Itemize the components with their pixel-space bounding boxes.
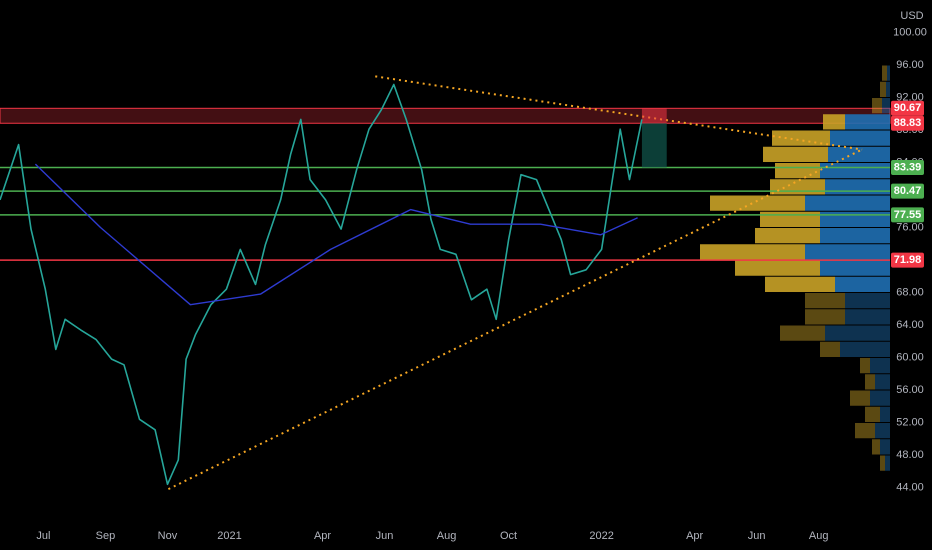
x-tick-label: Aug	[809, 530, 829, 542]
profile-down	[875, 374, 890, 390]
profile-down	[805, 244, 890, 260]
position-risk	[641, 108, 667, 124]
profile-down	[887, 65, 890, 81]
x-tick-label: Apr	[314, 530, 331, 542]
price-badge	[891, 159, 924, 175]
profile-down	[820, 211, 890, 227]
profile-up	[765, 276, 835, 292]
price-line	[0, 83, 643, 486]
profile-down	[820, 163, 890, 179]
resistance-zone	[0, 107, 891, 124]
profile-up	[872, 439, 880, 455]
price-badge	[891, 207, 924, 223]
profile-down	[828, 146, 890, 162]
price-badge-label: 71.98	[894, 254, 922, 266]
profile-up	[865, 406, 880, 422]
profile-down	[820, 228, 890, 244]
y-tick-label: 76.00	[896, 221, 924, 233]
profile-up	[820, 341, 840, 357]
price-badge-label: 83.39	[894, 161, 922, 173]
x-tick-label: Jun	[748, 530, 766, 542]
y-tick-label: 44.00	[896, 481, 924, 493]
x-tick-label: 2021	[217, 530, 241, 542]
price-badge-label: 90.67	[894, 102, 922, 114]
profile-up	[755, 228, 820, 244]
price-badge-label: 88.83	[894, 117, 922, 129]
profile-down	[870, 358, 890, 374]
profile-up	[700, 244, 805, 260]
profile-down	[825, 179, 890, 195]
y-tick-label: 92.00	[896, 91, 924, 103]
position-reward	[641, 123, 667, 168]
price-badge-label: 80.47	[894, 185, 922, 197]
x-tick-label: Nov	[158, 530, 178, 542]
x-tick-label: 2022	[589, 530, 613, 542]
trendline	[375, 75, 863, 151]
x-tick-label: Jul	[36, 530, 50, 542]
profile-up	[850, 390, 870, 406]
profile-up	[865, 374, 875, 390]
price-badge	[891, 252, 924, 268]
y-tick-label: 60.00	[896, 351, 924, 363]
x-tick-label: Oct	[500, 530, 517, 542]
profile-down	[880, 406, 890, 422]
profile-up	[823, 114, 845, 130]
price-badge	[891, 183, 924, 199]
profile-up	[855, 423, 875, 439]
y-tick-label: 52.00	[896, 416, 924, 428]
profile-up	[763, 146, 828, 162]
profile-down	[885, 455, 890, 471]
profile-up	[735, 260, 820, 276]
profile-down	[840, 341, 890, 357]
y-tick-label: 56.00	[896, 384, 924, 396]
profile-up	[760, 211, 820, 227]
profile-down	[830, 130, 890, 146]
profile-up	[805, 309, 845, 325]
x-tick-label: Apr	[686, 530, 703, 542]
y-tick-label: 48.00	[896, 449, 924, 461]
y-tick-label: 96.00	[896, 59, 924, 71]
profile-down	[845, 309, 890, 325]
profile-down	[882, 98, 890, 114]
price-badge-label: 77.55	[894, 209, 922, 221]
profile-down	[886, 81, 890, 97]
profile-up	[780, 325, 825, 341]
x-tick-label: Jun	[376, 530, 394, 542]
y-tick-label: 68.00	[896, 286, 924, 298]
profile-up	[805, 293, 845, 309]
profile-up	[775, 163, 820, 179]
profile-down	[835, 276, 890, 292]
x-tick-label: Sep	[96, 530, 116, 542]
profile-down	[845, 293, 890, 309]
profile-down	[820, 260, 890, 276]
profile-up	[882, 65, 887, 81]
profile-up	[710, 195, 805, 211]
profile-up	[880, 81, 886, 97]
currency-label: USD	[900, 10, 923, 22]
y-tick-label: 100.00	[893, 26, 927, 38]
moving-average	[34, 163, 638, 306]
profile-down	[805, 195, 890, 211]
profile-down	[875, 423, 890, 439]
profile-up	[770, 179, 825, 195]
profile-down	[845, 114, 890, 130]
trendline	[167, 148, 863, 491]
price-badge	[891, 100, 924, 116]
profile-up	[872, 98, 882, 114]
x-tick-label: Aug	[437, 530, 457, 542]
profile-down	[870, 390, 890, 406]
profile-down	[880, 439, 890, 455]
profile-up	[880, 455, 885, 471]
profile-down	[825, 325, 890, 341]
y-tick-label: 64.00	[896, 319, 924, 331]
profile-up	[860, 358, 870, 374]
price-badge	[891, 115, 924, 131]
